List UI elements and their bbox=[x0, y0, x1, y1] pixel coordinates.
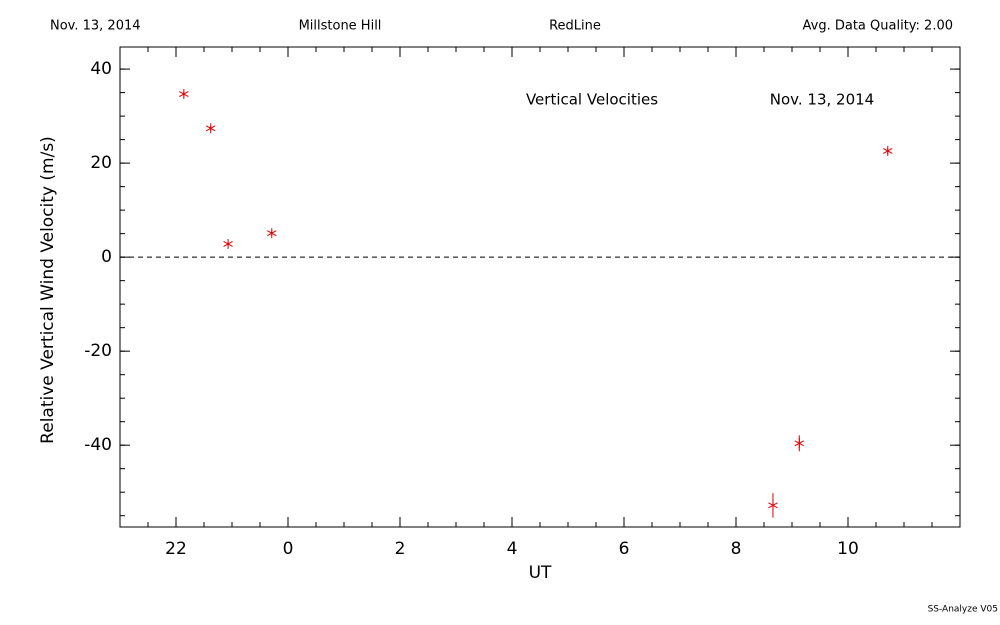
annotation: Nov. 13, 2014 bbox=[770, 91, 874, 109]
point-stroke bbox=[179, 91, 189, 97]
x-axis-label: UT bbox=[529, 563, 552, 583]
x-tick-label: 0 bbox=[283, 539, 294, 559]
point bbox=[883, 145, 893, 156]
header-quality: Avg. Data Quality: 2.00 bbox=[803, 19, 953, 34]
point bbox=[794, 438, 805, 449]
y-tick-label: -20 bbox=[84, 341, 112, 361]
point bbox=[267, 228, 277, 239]
x-tick-label: 6 bbox=[619, 539, 630, 559]
point-stroke bbox=[768, 502, 778, 509]
annotation: Vertical Velocities bbox=[526, 91, 658, 109]
x-tick-label: 4 bbox=[507, 539, 518, 559]
header-filter: RedLine bbox=[549, 19, 601, 34]
point bbox=[205, 123, 216, 134]
footer: SS-Analyze V05 bbox=[928, 605, 998, 615]
x-tick-label: 22 bbox=[165, 539, 187, 559]
point bbox=[768, 500, 778, 511]
y-tick-label: 40 bbox=[90, 59, 112, 79]
x-tick-label: 8 bbox=[731, 539, 742, 559]
point-stroke bbox=[883, 147, 893, 154]
y-tick-label: 20 bbox=[90, 153, 112, 173]
header-site: Millstone Hill bbox=[299, 19, 382, 34]
x-tick-label: 2 bbox=[395, 539, 406, 559]
point-stroke bbox=[205, 125, 216, 132]
y-axis-label: Relative Vertical Wind Velocity (m/s) bbox=[38, 136, 58, 444]
point bbox=[179, 89, 189, 100]
plot-frame bbox=[119, 46, 961, 528]
point-stroke bbox=[794, 440, 805, 447]
x-tick-label: 10 bbox=[837, 539, 859, 559]
y-tick-label: 0 bbox=[101, 247, 112, 267]
point-stroke bbox=[223, 241, 233, 247]
point-stroke bbox=[267, 230, 277, 237]
header-date: Nov. 13, 2014 bbox=[50, 19, 141, 34]
point bbox=[223, 238, 233, 249]
y-tick-label: -40 bbox=[84, 435, 112, 455]
